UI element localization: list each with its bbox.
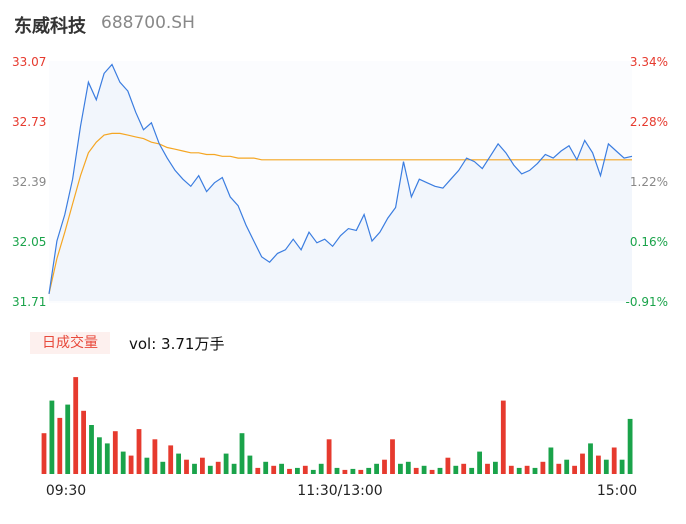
volume-bar [477,451,482,474]
volume-summary: vol: 3.71万手 [129,335,225,353]
volume-bar [493,461,498,474]
volume-bar [580,453,585,474]
volume-bar [89,425,94,474]
volume-bar [461,463,467,474]
volume-bar [215,461,221,474]
volume-bar [207,465,213,474]
volume-bar [627,418,633,474]
y-left-tick-label: 32.73 [12,115,46,129]
volume-bar [120,451,126,474]
x-tick-label: 11:30/13:00 [297,483,382,499]
volume-bar [136,429,142,474]
volume-bar [97,437,102,474]
y-left-tick-label: 31.71 [12,295,46,309]
volume-bar [255,467,261,474]
volume-bar [374,463,379,474]
volume-bar [469,467,475,474]
volume-bar [398,463,403,474]
volume-bar [453,465,459,474]
x-tick-label: 09:30 [46,483,86,499]
volume-bar [184,459,189,474]
volume-bar [596,455,601,474]
volume-bar [49,400,55,474]
volume-bar [41,433,47,474]
volume-bar [342,469,348,474]
x-tick-label: 15:00 [597,483,637,499]
volume-bar [57,417,63,474]
volume-bar [524,465,530,474]
volume-bar [160,461,166,474]
y-left-tick-label: 33.07 [12,55,46,69]
volume-bar [152,439,158,474]
volume-bar [390,439,395,474]
volume-bar [247,455,253,474]
volume-bar [445,457,451,474]
volume-bar [366,467,372,474]
volume-bar [540,461,546,474]
volume-bar [326,439,332,474]
volume-bar [619,459,625,474]
volume-bar [263,461,269,474]
volume-bar [532,467,538,474]
stock-name: 东威科技 [14,16,86,37]
volume-bar [192,463,197,474]
volume-bar [144,457,150,474]
volume-bar [239,433,245,474]
volume-bar [548,447,554,474]
volume-bar [516,467,522,474]
volume-badge: 日成交量 [30,332,110,354]
volume-bar [295,467,300,474]
y-right-tick-label: 2.28% [630,115,668,129]
volume-bar [421,465,427,474]
volume-bar [485,463,490,474]
y-left-tick-label: 32.05 [12,235,46,249]
volume-bar [176,453,181,474]
volume-bar [128,455,134,474]
volume-bar [413,467,419,474]
volume-bar [564,459,570,474]
y-right-tick-label: -0.91% [626,295,668,309]
volume-bar [358,469,364,474]
volume-bar [382,459,387,474]
volume-bar [302,465,308,474]
volume-bar [405,461,411,474]
volume-bar [572,465,577,474]
average-price-line [48,132,632,295]
volume-bar [429,469,435,474]
volume-bar [318,463,324,474]
volume-bar [611,447,617,474]
volume-bar [271,465,277,474]
y-left-tick-label: 32.39 [12,175,46,189]
volume-bar [279,463,284,474]
volume-bar [287,468,292,474]
stock-code: 688700.SH [101,13,195,33]
volume-bar [500,400,506,474]
volume-bar [437,467,443,474]
volume-bar [334,467,340,474]
volume-bar [112,431,118,474]
volume-bar [65,404,71,474]
volume-bar [310,469,316,474]
volume-bar [104,443,110,474]
volume-bar [508,465,514,474]
volume-bar [81,410,86,474]
volume-bar [350,468,356,474]
y-right-tick-label: 3.34% [630,55,668,69]
price-area-fill [49,64,632,301]
volume-bar [223,453,229,474]
volume-bar [231,463,237,474]
volume-bar [588,443,593,474]
y-right-tick-label: 1.22% [630,175,668,189]
volume-bar [556,463,562,474]
volume-bar [603,459,609,474]
volume-bar [168,445,174,474]
volume-bar [200,457,205,474]
volume-bar [73,377,79,474]
y-right-tick-label: 0.16% [630,235,668,249]
price-line [48,63,633,294]
